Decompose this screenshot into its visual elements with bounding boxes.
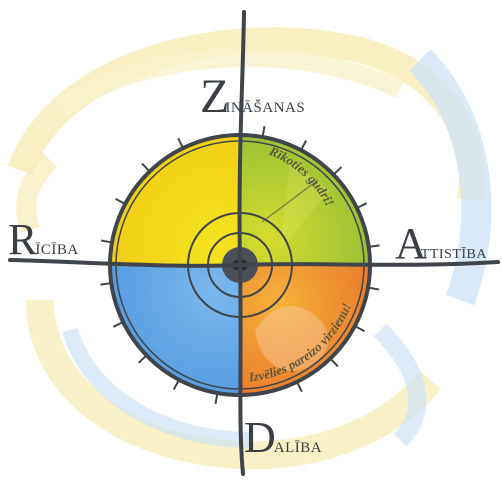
- ring-tick: [261, 125, 266, 138]
- label-right: ATTISTĪBA: [395, 219, 487, 268]
- ring-tick: [354, 325, 365, 333]
- ring-ticks: [100, 125, 380, 405]
- horizontal-axis: [8, 258, 500, 268]
- quadrant-development: [240, 135, 370, 265]
- quadrant-direction: [240, 265, 370, 395]
- ring-tick: [100, 282, 112, 286]
- ring-tick: [112, 321, 124, 328]
- label-left: RĪCĪBA: [8, 215, 79, 264]
- ring-tick: [329, 357, 339, 368]
- ring-tick: [141, 162, 151, 173]
- ring-tick: [332, 166, 343, 176]
- label-top: ZINĀŠANAS: [200, 70, 305, 123]
- compass-disc: [108, 133, 372, 397]
- ring-tick: [368, 244, 380, 248]
- quadrant-participation: [110, 265, 240, 395]
- ring-tick: [115, 197, 126, 205]
- ring-tick: [356, 202, 368, 209]
- ring-tick: [296, 381, 303, 393]
- ring-tick: [137, 354, 148, 364]
- ring-tick: [172, 379, 180, 390]
- ring-tick: [100, 239, 113, 244]
- ring-tick: [214, 392, 219, 405]
- label-bottom: DALĪBA: [244, 413, 322, 462]
- background-swirl: [7, 27, 492, 470]
- ring-tick: [367, 286, 380, 291]
- axes: [8, 10, 500, 476]
- quadrant-knowledge: [110, 135, 240, 265]
- ring-tick: [300, 140, 308, 151]
- ring-tick: [177, 137, 184, 149]
